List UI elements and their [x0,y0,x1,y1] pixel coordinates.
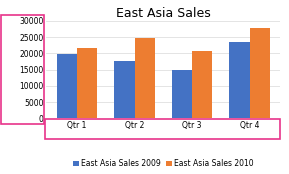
Title: East Asia Sales: East Asia Sales [116,7,211,20]
Bar [77,48,97,118]
Bar [192,51,212,118]
Bar [172,70,192,118]
Bar [134,38,155,118]
Legend: East Asia Sales 2009, East Asia Sales 2010: East Asia Sales 2009, East Asia Sales 20… [73,159,254,168]
Bar [229,42,250,118]
Bar [57,54,77,118]
Bar [250,28,270,118]
Bar [114,61,134,118]
